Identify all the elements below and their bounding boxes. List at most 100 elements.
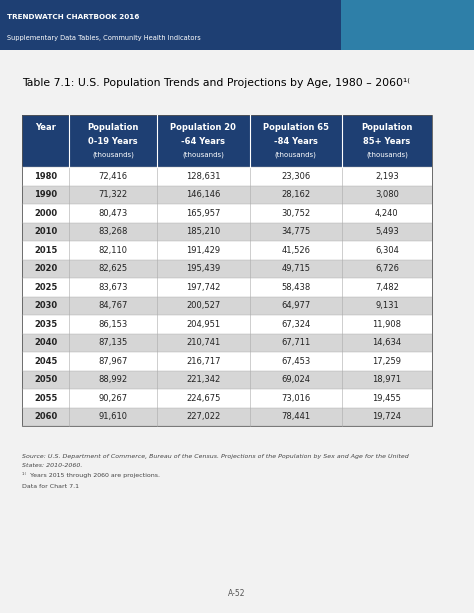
Text: 216,717: 216,717	[186, 357, 221, 366]
Text: 49,715: 49,715	[281, 264, 310, 273]
Text: 67,453: 67,453	[281, 357, 310, 366]
Text: 73,016: 73,016	[281, 394, 310, 403]
Text: Data for Chart 7.1: Data for Chart 7.1	[22, 484, 79, 489]
Text: 5,493: 5,493	[375, 227, 399, 236]
Bar	[22, 408, 432, 426]
Bar	[22, 115, 432, 167]
Bar	[22, 389, 432, 408]
Text: 2015: 2015	[34, 246, 57, 255]
Text: 2045: 2045	[34, 357, 57, 366]
Text: 88,992: 88,992	[99, 375, 128, 384]
Text: 14,634: 14,634	[373, 338, 401, 347]
Text: 146,146: 146,146	[186, 190, 220, 199]
Text: 83,673: 83,673	[99, 283, 128, 292]
Text: Supplementary Data Tables, Community Health Indicators: Supplementary Data Tables, Community Hea…	[7, 35, 201, 41]
Text: 11,908: 11,908	[373, 320, 401, 329]
Bar	[341, 0, 474, 50]
Text: 4,240: 4,240	[375, 209, 399, 218]
Text: Population 65: Population 65	[263, 123, 328, 132]
Text: 17,259: 17,259	[373, 357, 401, 366]
Text: 34,775: 34,775	[281, 227, 310, 236]
Text: 191,429: 191,429	[186, 246, 220, 255]
Text: 87,967: 87,967	[99, 357, 128, 366]
Text: 224,675: 224,675	[186, 394, 220, 403]
Bar	[22, 241, 432, 259]
Bar	[22, 352, 432, 370]
Text: A-52: A-52	[228, 589, 246, 598]
Bar	[22, 204, 432, 223]
Text: 2050: 2050	[34, 375, 57, 384]
Text: 18,971: 18,971	[373, 375, 401, 384]
Bar	[0, 0, 341, 50]
Text: 9,131: 9,131	[375, 301, 399, 310]
Text: Source: U.S. Department of Commerce, Bureau of the Census. Projections of the Po: Source: U.S. Department of Commerce, Bur…	[22, 454, 409, 459]
Text: 83,268: 83,268	[99, 227, 128, 236]
Text: 84,767: 84,767	[99, 301, 128, 310]
Text: 2000: 2000	[34, 209, 57, 218]
Text: 58,438: 58,438	[281, 283, 310, 292]
Text: 2040: 2040	[34, 338, 57, 347]
Text: -84 Years: -84 Years	[274, 137, 318, 146]
Text: 0-19 Years: 0-19 Years	[89, 137, 138, 146]
Text: Table 7.1: U.S. Population Trends and Projections by Age, 1980 – 2060¹⁽: Table 7.1: U.S. Population Trends and Pr…	[22, 78, 410, 88]
Text: 7,482: 7,482	[375, 283, 399, 292]
Text: 64,977: 64,977	[281, 301, 310, 310]
Bar	[22, 370, 432, 389]
Text: TRENDWATCH CHARTBOOK 2016: TRENDWATCH CHARTBOOK 2016	[7, 14, 139, 20]
Text: 3,080: 3,080	[375, 190, 399, 199]
Text: 197,742: 197,742	[186, 283, 220, 292]
Text: 19,455: 19,455	[373, 394, 401, 403]
Text: 221,342: 221,342	[186, 375, 220, 384]
Text: 2060: 2060	[34, 413, 57, 421]
Bar	[22, 186, 432, 204]
Bar	[22, 259, 432, 278]
Bar	[22, 223, 432, 241]
Text: 19,724: 19,724	[373, 413, 401, 421]
Text: 69,024: 69,024	[281, 375, 310, 384]
Text: 1980: 1980	[34, 172, 57, 181]
Text: 210,741: 210,741	[186, 338, 220, 347]
Text: 67,711: 67,711	[281, 338, 310, 347]
Bar	[22, 315, 432, 333]
Text: 28,162: 28,162	[281, 190, 310, 199]
Text: Population: Population	[88, 123, 139, 132]
Text: 6,304: 6,304	[375, 246, 399, 255]
Text: 71,322: 71,322	[99, 190, 128, 199]
Text: 6,726: 6,726	[375, 264, 399, 273]
Text: 86,153: 86,153	[99, 320, 128, 329]
Text: 2020: 2020	[34, 264, 57, 273]
Text: 30,752: 30,752	[281, 209, 310, 218]
Text: 2030: 2030	[34, 301, 57, 310]
Text: 78,441: 78,441	[281, 413, 310, 421]
Text: 82,625: 82,625	[99, 264, 128, 273]
Text: -64 Years: -64 Years	[182, 137, 226, 146]
Bar	[22, 167, 432, 186]
Text: 165,957: 165,957	[186, 209, 220, 218]
Text: 204,951: 204,951	[186, 320, 220, 329]
Text: (thousands): (thousands)	[275, 152, 317, 159]
Text: 67,324: 67,324	[281, 320, 310, 329]
Bar	[22, 297, 432, 315]
Text: 85+ Years: 85+ Years	[363, 137, 410, 146]
Text: 87,135: 87,135	[99, 338, 128, 347]
Text: 2,193: 2,193	[375, 172, 399, 181]
Text: 195,439: 195,439	[186, 264, 220, 273]
Text: 128,631: 128,631	[186, 172, 221, 181]
Text: Population: Population	[361, 123, 412, 132]
Text: States: 2010-2060.: States: 2010-2060.	[22, 463, 82, 468]
Text: 185,210: 185,210	[186, 227, 220, 236]
Text: 227,022: 227,022	[186, 413, 220, 421]
Text: 2035: 2035	[34, 320, 57, 329]
Text: 82,110: 82,110	[99, 246, 128, 255]
Text: 72,416: 72,416	[99, 172, 128, 181]
Bar	[22, 333, 432, 352]
Text: 91,610: 91,610	[99, 413, 128, 421]
Text: 2055: 2055	[34, 394, 57, 403]
Bar	[22, 278, 432, 297]
Text: 90,267: 90,267	[99, 394, 128, 403]
Text: (thousands): (thousands)	[366, 152, 408, 159]
Text: 41,526: 41,526	[281, 246, 310, 255]
Text: 200,527: 200,527	[186, 301, 220, 310]
Text: 1990: 1990	[34, 190, 57, 199]
Text: (thousands): (thousands)	[92, 152, 134, 159]
